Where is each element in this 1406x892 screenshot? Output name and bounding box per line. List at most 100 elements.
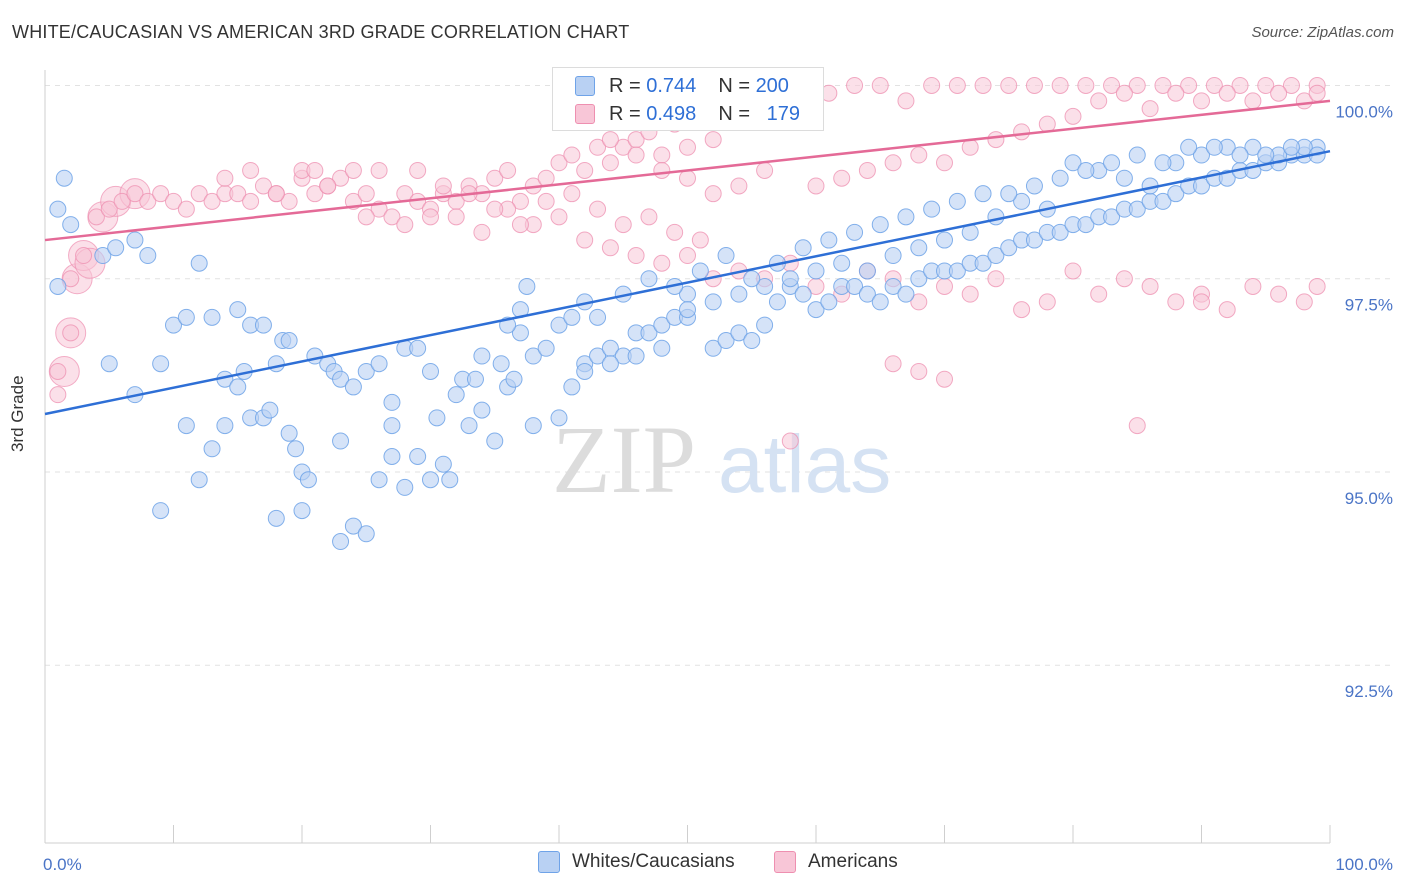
whites-point <box>332 432 350 450</box>
americans-point <box>730 177 748 195</box>
whites-point <box>589 308 607 326</box>
americans-point <box>910 146 928 164</box>
bottom-legend-whites: Whites/Caucasians <box>538 851 735 873</box>
source-label: Source: ZipAtlas.com <box>1251 24 1394 41</box>
legend: R = 0.744 N = 200 R = 0.498 N = 179 <box>552 67 824 131</box>
whites-points <box>49 138 1326 551</box>
americans-point <box>679 169 696 187</box>
whites-point <box>344 517 362 535</box>
whites-point <box>1128 146 1146 164</box>
americans-point <box>1141 100 1159 118</box>
americans-point <box>62 324 80 342</box>
americans-point <box>550 154 568 172</box>
americans-point <box>1154 76 1172 94</box>
americans-point <box>974 76 992 94</box>
americans-point <box>1218 84 1236 102</box>
americans-point <box>254 177 272 195</box>
legend-r-value-whites: 0.744 <box>646 74 697 97</box>
americans-point <box>62 270 80 288</box>
whites-point <box>858 262 876 280</box>
americans-point <box>537 169 555 187</box>
americans-point <box>936 370 953 388</box>
americans-point <box>306 185 324 203</box>
whites-point <box>492 355 510 373</box>
americans-trend-line <box>44 99 1331 242</box>
americans-point <box>1115 84 1133 102</box>
x-tick-label: 0.0% <box>43 855 82 874</box>
whites-point <box>1064 154 1082 172</box>
americans-point <box>511 192 529 210</box>
americans-point <box>589 200 607 218</box>
americans-point <box>884 355 902 373</box>
whites-point <box>794 285 812 303</box>
whites-point <box>576 362 594 380</box>
americans-point <box>679 138 696 156</box>
americans-point <box>1128 417 1146 435</box>
whites-point <box>756 277 774 295</box>
whites-point <box>781 270 799 288</box>
americans-point <box>1128 76 1146 94</box>
whites-point <box>254 316 272 334</box>
y-tick-label: 97.5% <box>1345 296 1393 315</box>
americans-point <box>550 208 568 226</box>
whites-point <box>447 386 465 404</box>
americans-point <box>486 200 504 218</box>
whites-point <box>428 409 446 427</box>
legend-swatch-americans <box>575 104 595 124</box>
americans-point <box>1244 277 1262 295</box>
americans-point <box>987 131 1005 149</box>
americans-point <box>1308 84 1326 102</box>
y-tick-label: 92.5% <box>1345 682 1393 701</box>
whites-point <box>589 347 607 365</box>
americans-point <box>306 161 324 179</box>
whites-point <box>1167 185 1185 203</box>
americans-point <box>601 131 619 149</box>
whites-point <box>717 332 735 350</box>
americans-point <box>1205 76 1223 94</box>
americans-point <box>563 185 581 203</box>
whites-point <box>730 324 748 342</box>
whites-point <box>190 254 208 272</box>
whites-point <box>126 231 144 249</box>
americans-point <box>177 200 195 218</box>
whites-point <box>62 216 80 234</box>
whites-point <box>1193 146 1210 164</box>
whites-point <box>332 370 350 388</box>
americans-point <box>49 362 67 380</box>
whites-point <box>177 417 195 435</box>
whites-point <box>216 417 234 435</box>
whites-point <box>203 308 221 326</box>
watermark: ZIP atlas <box>552 406 891 513</box>
whites-point <box>357 525 375 543</box>
whites-point <box>261 401 279 419</box>
whites-point <box>1051 223 1069 241</box>
legend-n-value-whites: 200 <box>755 74 789 97</box>
americans-point <box>691 231 709 249</box>
americans-point <box>280 192 298 210</box>
watermark-zip: ZIP <box>552 406 696 513</box>
whites-point <box>1051 169 1069 187</box>
americans-point <box>897 92 915 110</box>
americans-point <box>704 185 722 203</box>
whites-point <box>1115 169 1133 187</box>
americans-point <box>1218 301 1236 319</box>
americans-point <box>267 185 285 203</box>
americans-point <box>229 185 247 203</box>
americans-point <box>511 216 529 234</box>
whites-point <box>396 478 414 496</box>
whites-point <box>267 509 285 527</box>
americans-point <box>152 185 170 203</box>
whites-point <box>1154 154 1172 172</box>
whites-point <box>280 332 298 350</box>
americans-point <box>576 161 594 179</box>
whites-point <box>563 308 581 326</box>
americans-point <box>357 185 375 203</box>
whites-point <box>550 409 568 427</box>
americans-point <box>383 208 401 226</box>
whites-point <box>807 301 825 319</box>
americans-point <box>1244 92 1262 110</box>
americans-point <box>409 161 427 179</box>
americans-point <box>614 216 632 234</box>
americans-point <box>332 169 350 187</box>
americans-point <box>1051 76 1069 94</box>
